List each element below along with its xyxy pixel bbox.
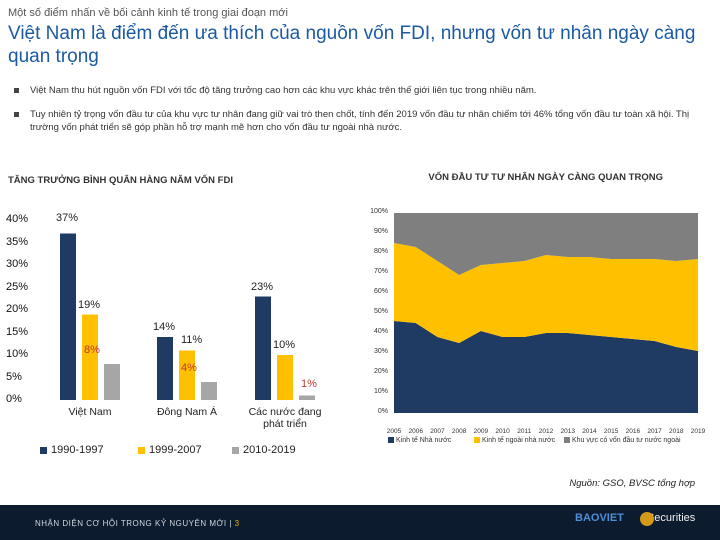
legend-label: Kinh tế ngoài nhà nước — [482, 437, 556, 444]
right-ytick-label: 60% — [373, 288, 388, 295]
left-chart-title: TĂNG TRƯỞNG BÌNH QUÂN HÀNG NĂM VỐN FDI — [8, 175, 233, 186]
legend-label: 1999-2007 — [149, 444, 202, 456]
left-ytick-label: 35% — [6, 235, 29, 248]
right-xtick-label: 2011 — [517, 428, 532, 435]
bar-1990-1997-1 — [157, 337, 173, 400]
bar-1999-2007-0 — [82, 314, 98, 400]
bar-1999-2007-1 — [179, 350, 195, 400]
bar-data-label: 4% — [181, 362, 197, 374]
left-ytick-label: 40% — [6, 213, 29, 225]
area-series-0 — [394, 321, 698, 413]
bar-data-label: 1% — [301, 377, 317, 390]
logo-brand: BAOVIET — [575, 512, 624, 524]
right-xtick-label: 2014 — [582, 428, 597, 435]
bar-2010-2019-2 — [299, 395, 315, 400]
company-logo: BAOVIET Securities — [575, 512, 695, 524]
left-category-label: Việt Nam — [68, 406, 112, 418]
bar-1990-1997-0 — [60, 233, 76, 400]
section-kicker: Một số điểm nhấn về bối cảnh kinh tế tro… — [8, 7, 288, 19]
left-ytick-label: 25% — [6, 280, 29, 293]
right-xtick-label: 2016 — [625, 428, 641, 435]
right-xtick-label: 2009 — [473, 428, 489, 435]
right-ytick-label: 30% — [373, 348, 388, 355]
page-number: 3 — [234, 519, 240, 528]
legend-swatch — [474, 437, 480, 444]
right-xtick-label: 2018 — [669, 428, 684, 435]
right-xtick-label: 2006 — [408, 428, 423, 435]
left-category-label: Các nước đang phát triển — [248, 406, 322, 430]
right-xtick-label: 2017 — [647, 428, 662, 435]
right-ytick-label: 20% — [373, 368, 388, 375]
left-ytick-label: 0% — [6, 393, 22, 405]
right-xtick-label: 2012 — [538, 428, 554, 435]
right-ytick-label: 50% — [373, 308, 388, 315]
right-ytick-label: 70% — [373, 268, 388, 275]
right-ytick-label: 80% — [373, 248, 388, 255]
bar-2010-2019-0 — [104, 364, 120, 400]
legend-swatch — [564, 437, 570, 444]
right-xtick-label: 2010 — [495, 428, 510, 435]
footer-title: NHẬN DIỆN CƠ HỘI TRONG KỶ NGUYÊN MỚI — [35, 519, 227, 528]
bullet-text: Việt Nam thu hút nguồn vốn FDI với tốc đ… — [30, 85, 537, 96]
legend-item: Khu vực có vốn đầu tư nước ngoài — [564, 437, 681, 444]
left-category-label: Đông Nam Á — [156, 406, 218, 418]
legend-label: Kinh tế Nhà nước — [396, 437, 452, 444]
legend-item: 1999-2007 — [138, 444, 202, 456]
area-series-2 — [394, 213, 698, 275]
footer-bar — [0, 505, 720, 540]
legend-item: 2010-2019 — [232, 444, 296, 456]
bar-data-label: 8% — [84, 344, 100, 356]
right-xtick-label: 2005 — [386, 428, 402, 435]
bar-1999-2007-2 — [277, 355, 293, 400]
left-ytick-label: 20% — [6, 303, 29, 315]
legend-swatch — [388, 437, 394, 444]
bar-data-label: 11% — [181, 333, 203, 346]
logo-emblem-icon — [640, 512, 654, 526]
source-note: Nguồn: GSO, BVSC tổng hợp — [569, 478, 695, 489]
left-ytick-label: 15% — [6, 325, 29, 338]
bar-1990-1997-2 — [255, 296, 271, 400]
bar-data-label: 10% — [273, 339, 296, 351]
bullet-marker — [14, 88, 19, 93]
legend-swatch — [232, 446, 239, 454]
bullet-text: Tuy nhiên tỷ trọng vốn đầu tư của khu vự… — [30, 109, 690, 133]
legend-item: 1990-1997 — [40, 444, 104, 456]
right-xtick-label: 2007 — [430, 428, 445, 435]
left-ytick-label: 5% — [6, 370, 22, 383]
bar-data-label: 19% — [78, 298, 101, 311]
legend-swatch — [40, 446, 47, 454]
bar-data-label: 23% — [251, 280, 274, 293]
right-xtick-label: 2015 — [603, 428, 619, 435]
legend-label: 2010-2019 — [243, 444, 296, 456]
bar-data-label: 14% — [153, 321, 176, 333]
left-ytick-label: 10% — [6, 348, 29, 360]
right-ytick-label: 100% — [370, 208, 388, 215]
legend-label: 1990-1997 — [51, 444, 104, 456]
right-xtick-label: 2019 — [690, 428, 706, 435]
right-xtick-label: 2008 — [451, 428, 467, 435]
right-ytick-label: 90% — [373, 228, 388, 235]
bar-data-label: 37% — [56, 211, 79, 224]
legend-item: Kinh tế Nhà nước — [388, 437, 451, 444]
bar-2010-2019-1 — [201, 382, 217, 400]
legend-label: Khu vực có vốn đầu tư nước ngoài — [572, 437, 681, 444]
footer-caption: NHẬN DIỆN CƠ HỘI TRONG KỶ NGUYÊN MỚI | 3 — [35, 519, 240, 528]
right-xtick-label: 2013 — [560, 428, 575, 435]
right-ytick-label: 0% — [377, 408, 388, 415]
bullet-marker — [14, 112, 19, 117]
right-ytick-label: 10% — [373, 388, 388, 395]
legend-item: Kinh tế ngoài nhà nước — [474, 437, 555, 444]
logo-sub: Securities — [646, 512, 696, 524]
right-ytick-label: 40% — [373, 328, 388, 335]
legend-swatch — [138, 446, 145, 454]
left-ytick-label: 30% — [6, 258, 29, 270]
footer-separator: | — [229, 519, 232, 528]
slide-title: Việt Nam là điểm đến ưa thích của nguồn … — [8, 23, 696, 67]
right-chart-title: VỐN ĐẦU TƯ TƯ NHÂN NGÀY CÀNG QUAN TRỌNG — [428, 172, 663, 183]
